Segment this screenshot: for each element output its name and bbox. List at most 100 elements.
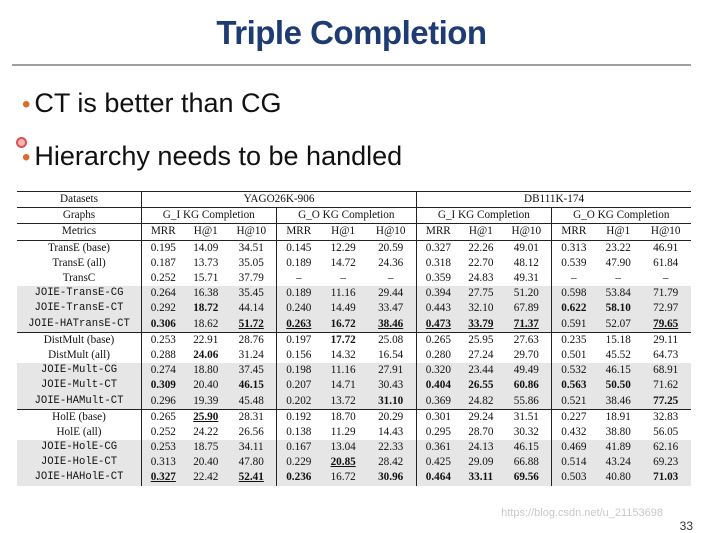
table-cell: 0.306	[140, 316, 185, 333]
table-cell: 44.14	[226, 301, 277, 317]
table-cell: 26.56	[238, 425, 264, 438]
table-cell: 0.252	[140, 424, 185, 440]
table-cell: 48.12	[513, 256, 539, 269]
table-cell: 0.359	[416, 270, 460, 287]
table-cell: 28.31	[238, 410, 264, 423]
row-label: HolE (base)	[52, 410, 106, 423]
table-cell: 32.83	[653, 410, 679, 423]
bullet-dot-icon: •	[22, 144, 31, 171]
table-cell: 37.45	[226, 363, 277, 379]
table-cell: 18.62	[184, 316, 227, 333]
table-cell: 0.253	[140, 332, 185, 348]
table-cell: 23.22	[605, 241, 631, 254]
table-cell: 0.394	[416, 286, 460, 302]
table-cell: 49.01	[513, 241, 539, 254]
table-cell: –	[550, 270, 597, 287]
row-label: HolE (all)	[56, 425, 102, 438]
table-cell: –	[275, 270, 322, 287]
table-cell: 24.22	[193, 425, 219, 438]
table-cell: 0.288	[140, 347, 185, 364]
dataset-db111k: DB111K-174	[416, 191, 691, 208]
table-cell: 14.09	[193, 241, 219, 254]
table-cell: 0.252	[140, 270, 185, 287]
table-row: JOIE-Mult-CG 0.274 18.80 37.45 0.198 11.16 27.…	[17, 363, 691, 379]
table-cell: 27.24	[468, 348, 494, 361]
table-cell: 0.202	[275, 393, 322, 410]
table-cell: 18.75	[184, 440, 227, 456]
row-label: JOIE-HolE-CT	[17, 455, 142, 471]
title-divider	[12, 64, 691, 66]
table-cell: 0.198	[275, 363, 322, 379]
table-cell: 77.25	[640, 393, 691, 410]
table-cell: 35.05	[238, 256, 264, 269]
table-cell: 0.361	[416, 440, 460, 456]
row-label: DistMult (base)	[43, 333, 115, 346]
table-cell: 0.156	[275, 347, 322, 364]
table-cell: 69.23	[640, 455, 691, 471]
table-cell: 0.443	[416, 301, 460, 317]
table-cell: 0.404	[416, 378, 460, 394]
table-cell: 47.80	[226, 455, 277, 471]
row-label: JOIE-TransE-CT	[17, 301, 142, 317]
table-cell: 14.49	[321, 301, 366, 317]
table-cell: 0.369	[416, 393, 460, 410]
graphs-label: Graphs	[62, 209, 96, 222]
table-cell: 13.72	[321, 393, 366, 410]
table-cell: 19.39	[184, 393, 227, 410]
table-cell: 24.13	[459, 440, 503, 456]
table-cell: 0.473	[416, 316, 460, 333]
table-cell: –	[387, 272, 394, 285]
table-cell: 14.43	[378, 425, 404, 438]
table-cell: 0.189	[275, 286, 322, 302]
graph-header: G_I KG Completion	[141, 207, 277, 224]
table-cell: 27.63	[513, 333, 539, 346]
table-cell: 28.76	[238, 333, 264, 346]
page-number: 33	[679, 519, 693, 533]
table-cell: 14.71	[321, 378, 366, 394]
table-cell: –	[662, 272, 669, 285]
table-cell: 0.207	[275, 378, 322, 394]
table-cell: 11.29	[330, 425, 356, 438]
graph-header: G_O KG Completion	[275, 207, 417, 224]
metric-header: H@10	[650, 225, 681, 238]
bullet-2-text: Hierarchy needs to be handled	[34, 141, 403, 171]
graphs-row: Graphs G_I KG Completion G_O KG Completi…	[17, 207, 691, 224]
table-cell: 18.80	[184, 363, 227, 379]
row-label: TransC	[62, 272, 96, 285]
table-cell: 60.86	[502, 378, 552, 394]
table-cell: 20.40	[184, 455, 227, 471]
row-label: JOIE-HAHolE-CT	[17, 470, 142, 486]
graph-header: G_I KG Completion	[416, 207, 552, 224]
metric-header: H@1	[468, 225, 493, 238]
table-cell: 66.88	[502, 455, 552, 471]
bullet-1: • CT is better than CG	[22, 88, 282, 119]
table-cell: 0.320	[416, 363, 460, 379]
table-row: HolE (base) 0.265 25.90 28.31 0.192 18.70 20.2…	[17, 409, 691, 425]
table-cell: 0.539	[550, 255, 597, 271]
table-cell: 34.51	[238, 241, 264, 254]
table-cell: 0.189	[275, 255, 322, 271]
table-cell: 15.18	[605, 333, 631, 346]
table-cell: 29.24	[468, 410, 494, 423]
table-cell: 0.253	[140, 440, 185, 456]
table-cell: 0.167	[275, 440, 322, 456]
table-cell: 29.44	[365, 286, 417, 302]
table-cell: 33.47	[365, 301, 417, 317]
table-body: TransE (base) 0.195 14.09 34.51 0.145 12.29 20…	[17, 240, 691, 486]
table-cell: 20.85	[321, 455, 366, 471]
table-cell: 0.591	[550, 316, 597, 333]
table-cell: 16.54	[378, 348, 404, 361]
table-cell: 28.42	[365, 455, 417, 471]
metric-header: H@10	[375, 225, 406, 238]
table-cell: 25.90	[193, 410, 219, 423]
table-cell: 0.464	[416, 470, 460, 486]
table-cell: 45.48	[226, 393, 277, 410]
table-cell: 0.227	[550, 409, 597, 425]
table-cell: 29.70	[513, 348, 539, 361]
table-cell: 0.195	[140, 240, 185, 256]
table-cell: 18.70	[330, 410, 356, 423]
table-cell: 27.75	[459, 286, 503, 302]
metrics-row: Metrics MRR H@1 H@10 MRR H@1 H@10 MRR H@1 H@10 MR…	[17, 223, 691, 241]
table-cell: 68.91	[640, 363, 691, 379]
table-row: JOIE-HolE-CG 0.253 18.75 34.11 0.167 13.04 22.…	[17, 440, 691, 456]
